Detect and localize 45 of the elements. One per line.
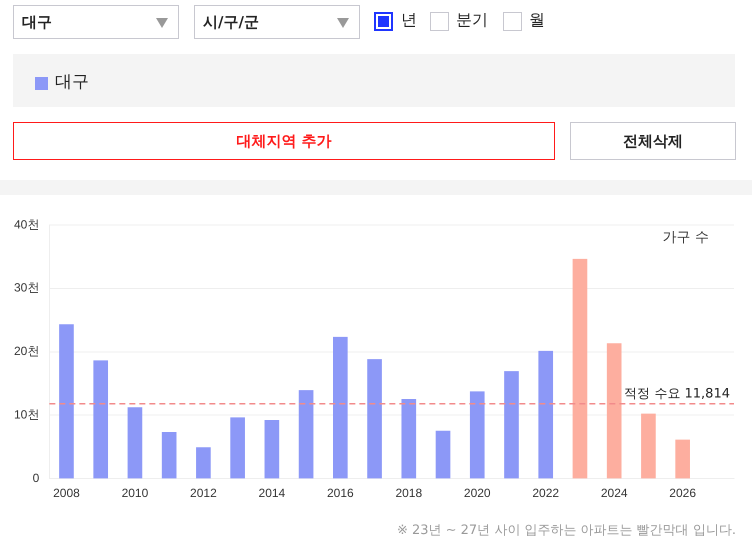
y-tick-label: 40천	[14, 217, 40, 232]
bar	[641, 414, 656, 478]
x-tick-label: 2016	[326, 486, 354, 500]
x-tick-label: 2012	[190, 486, 218, 500]
x-tick-label: 2008	[53, 486, 80, 500]
y-tick-label: 20천	[14, 344, 40, 358]
bar	[675, 440, 690, 478]
district-dropdown: 시/구/군	[194, 5, 360, 39]
bar	[470, 391, 485, 478]
bar	[538, 350, 554, 478]
text: 년	[401, 10, 417, 31]
x-tick-label: 2010	[122, 486, 149, 500]
bar	[298, 390, 314, 478]
add-button: 대체지역 추가	[13, 122, 555, 160]
bar	[367, 359, 382, 478]
bar	[93, 360, 108, 478]
x-tick-label: 2020	[464, 486, 491, 500]
x-tick-label: 2024	[600, 486, 628, 500]
x-tick-label: 2026	[669, 486, 696, 500]
y-tick-label: 10천	[14, 408, 40, 422]
bar	[401, 399, 416, 478]
x-tick-label: 2022	[532, 486, 560, 500]
bar	[196, 447, 211, 478]
bar	[162, 432, 176, 478]
bar	[504, 371, 519, 478]
y-axis-title: 가구 수	[662, 230, 709, 246]
bar	[59, 324, 74, 478]
legend-label: 대구	[55, 71, 89, 93]
bar	[606, 343, 622, 478]
y-tick-label: 0	[32, 470, 40, 485]
bar	[128, 407, 142, 478]
x-tick-label: 2014	[258, 486, 286, 500]
bar	[572, 258, 588, 478]
delete-button: 전체삭제	[570, 122, 736, 160]
text: ※ 23년 ~ 27년 사이 입주하는 아파트는 빨간막대 입니다.	[396, 522, 736, 539]
text: 월	[529, 10, 545, 31]
text: 분기	[456, 10, 488, 31]
bar	[436, 430, 450, 478]
x-tick-label: 2018	[395, 486, 422, 500]
region-dropdown: 대구	[13, 5, 179, 39]
y-tick-label: 30천	[14, 280, 40, 295]
ref-line-label: 적정 수요 11,814	[624, 386, 730, 402]
bar	[264, 420, 280, 478]
bar	[230, 417, 245, 478]
bar	[332, 336, 348, 478]
